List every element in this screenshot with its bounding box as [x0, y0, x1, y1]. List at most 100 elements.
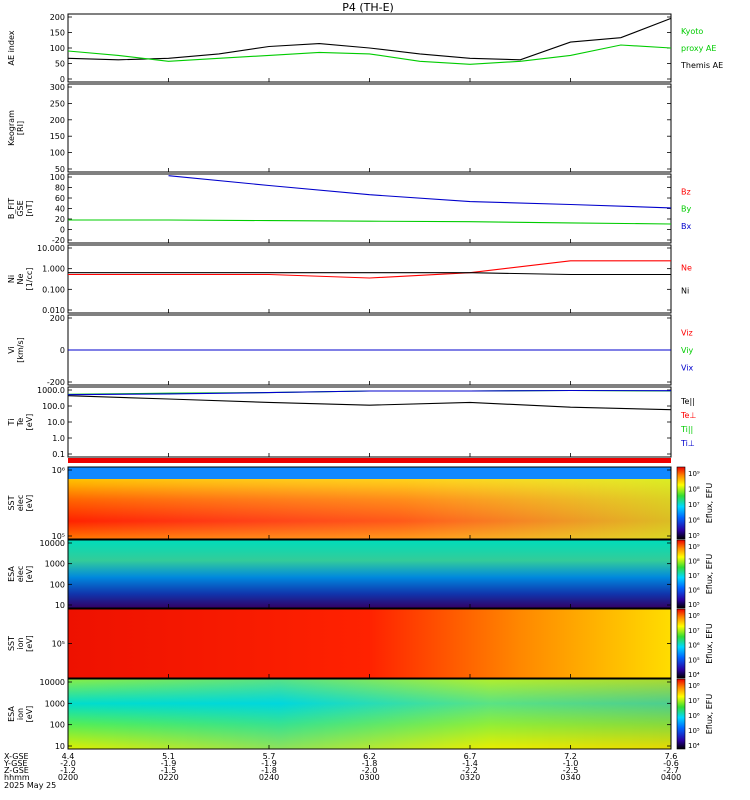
xtick-label: 0240 — [259, 773, 279, 782]
colorbar-tick-label: 10⁵ — [688, 532, 700, 540]
colorbar-tick-label: 10⁶ — [688, 642, 700, 650]
colorbar-tick-label: 10⁴ — [688, 671, 700, 679]
ylabel-sst_e: [eV] — [25, 495, 34, 512]
ytick-label: 200 — [50, 13, 65, 22]
colorbar-tick-label: 10⁵ — [688, 656, 700, 664]
legend-bfield: By — [681, 205, 691, 214]
legend-temp: Ti⊥ — [680, 439, 695, 448]
ytick-label: 100 — [50, 173, 65, 182]
ylabel-bfield: [nT] — [25, 200, 34, 216]
xtick-label: -1.0 — [563, 759, 579, 768]
xtick-label: -1.4 — [462, 759, 478, 768]
ylabel-keogram: Keogram — [7, 110, 16, 146]
xtick-label: 7.6 — [665, 752, 678, 761]
legend-velocity: Vix — [681, 364, 694, 373]
ytick-label: 50 — [55, 60, 65, 69]
ylabel-esa_e: ESA — [7, 566, 16, 582]
panel-frame-keogram — [67, 83, 672, 173]
ytick-label: 0.100 — [42, 285, 65, 294]
ylabel-bfield: B_FIT — [7, 198, 16, 219]
ylabel-velocity: [km/s] — [16, 337, 25, 363]
xtick-label: 7.2 — [564, 752, 577, 761]
ylabel-esa_e: elec — [16, 566, 25, 582]
legend-velocity: Viz — [681, 329, 693, 338]
colorbar-label: Eflux, EFU — [705, 483, 714, 524]
legend-ae: proxy AE — [681, 44, 716, 53]
colorbar-tick-label: 10⁵ — [688, 727, 700, 735]
legend-density: Ni — [681, 286, 689, 295]
colorbar-esa-ion — [676, 678, 686, 750]
colorbar-tick-label: 10⁹ — [688, 470, 700, 478]
series-temp-ti — [67, 389, 672, 396]
ytick-label: 0 — [60, 75, 65, 84]
series-ae-themisae — [67, 17, 672, 61]
panel-frame-density — [67, 244, 672, 314]
ylabel-esa_i: ion — [16, 708, 25, 720]
ylabel-sst_i: [eV] — [25, 635, 34, 652]
ytick-label: 200 — [50, 116, 65, 125]
colorbar-label: Eflux, EFU — [705, 694, 714, 735]
ytick-label: 10 — [55, 742, 65, 751]
ytick-label: 100.0 — [42, 402, 65, 411]
xtick-label: 6.7 — [464, 752, 477, 761]
ytick-label: 0.010 — [42, 306, 65, 315]
colorbar-tick-label: 10⁷ — [688, 501, 700, 509]
xtick-label: 0220 — [158, 773, 178, 782]
legend-temp: Ti|| — [680, 425, 693, 434]
separator-bar — [68, 458, 671, 463]
xtick-label: -1.8 — [362, 759, 378, 768]
legend-ae: Themis AE — [680, 61, 723, 70]
ytick-label: 100 — [50, 580, 65, 589]
ytick-label: 150 — [50, 29, 65, 38]
xtick-label: -1.9 — [161, 759, 177, 768]
ytick-label: 200 — [50, 314, 65, 323]
xaxis-row-label: X-GSE — [4, 752, 29, 761]
ytick-label: 150 — [50, 132, 65, 141]
spectrograms — [68, 467, 671, 749]
xaxis-row-label: 2025 May 25 — [4, 781, 56, 790]
xtick-label: 0340 — [560, 773, 580, 782]
ytick-label: 10000 — [40, 539, 65, 548]
ytick-label: 10⁵ — [52, 532, 65, 541]
sst-ion-spectrogram — [68, 609, 671, 678]
colorbar-tick-label: 10⁶ — [688, 712, 700, 720]
series-ae-kyotoproxyae — [67, 44, 672, 65]
ytick-label: 1000.0 — [37, 386, 65, 395]
plot-title: P4 (TH-E) — [342, 1, 394, 14]
ylabel-temp: Te — [16, 418, 25, 428]
colorbar-sst-elec — [676, 466, 686, 540]
ytick-label: -200 — [47, 378, 65, 387]
xtick-label: 0400 — [661, 773, 681, 782]
ylabel-esa_e: [eV] — [25, 566, 34, 583]
xtick-label: -1.9 — [261, 759, 277, 768]
ytick-label: 50 — [55, 165, 65, 174]
xtick-label: -1.8 — [261, 766, 277, 775]
ytick-label: 60 — [55, 194, 65, 203]
series-density-ni — [68, 272, 671, 276]
xtick-label: 0200 — [58, 773, 78, 782]
ytick-label: 1.000 — [42, 265, 65, 274]
xaxis-row-label: hhmm — [4, 773, 30, 782]
panel-frame-temp — [67, 386, 672, 458]
xtick-label: -0.6 — [663, 759, 679, 768]
xtick-label: -1.5 — [161, 766, 177, 775]
ytick-label: 100 — [50, 44, 65, 53]
colorbar-tick-label: 10⁶ — [688, 587, 700, 595]
legend-density: Ne — [681, 264, 692, 273]
ytick-label: 10.0 — [47, 418, 65, 427]
series-bfield-by — [68, 219, 672, 225]
colorbar-tick-label: 10⁵ — [688, 601, 700, 609]
legend-bfield: Bz — [681, 187, 691, 196]
colorbar-tick-label: 10⁷ — [688, 627, 700, 635]
legend-temp: Te|| — [680, 397, 695, 406]
xaxis-row-label: Y-GSE — [3, 759, 27, 768]
legend-bfield: Bx — [681, 222, 691, 231]
xtick-label: 5.1 — [162, 752, 175, 761]
ytick-label: 0 — [60, 226, 65, 235]
ylabel-sst_i: SST — [7, 636, 16, 651]
ylabel-velocity: Vi — [7, 346, 16, 354]
xtick-label: -2.7 — [663, 766, 679, 775]
legend-ae: Kyoto — [681, 27, 703, 36]
colorbar-tick-label: 10⁶ — [688, 517, 700, 525]
ylabel-bfield: GSE — [16, 200, 25, 216]
